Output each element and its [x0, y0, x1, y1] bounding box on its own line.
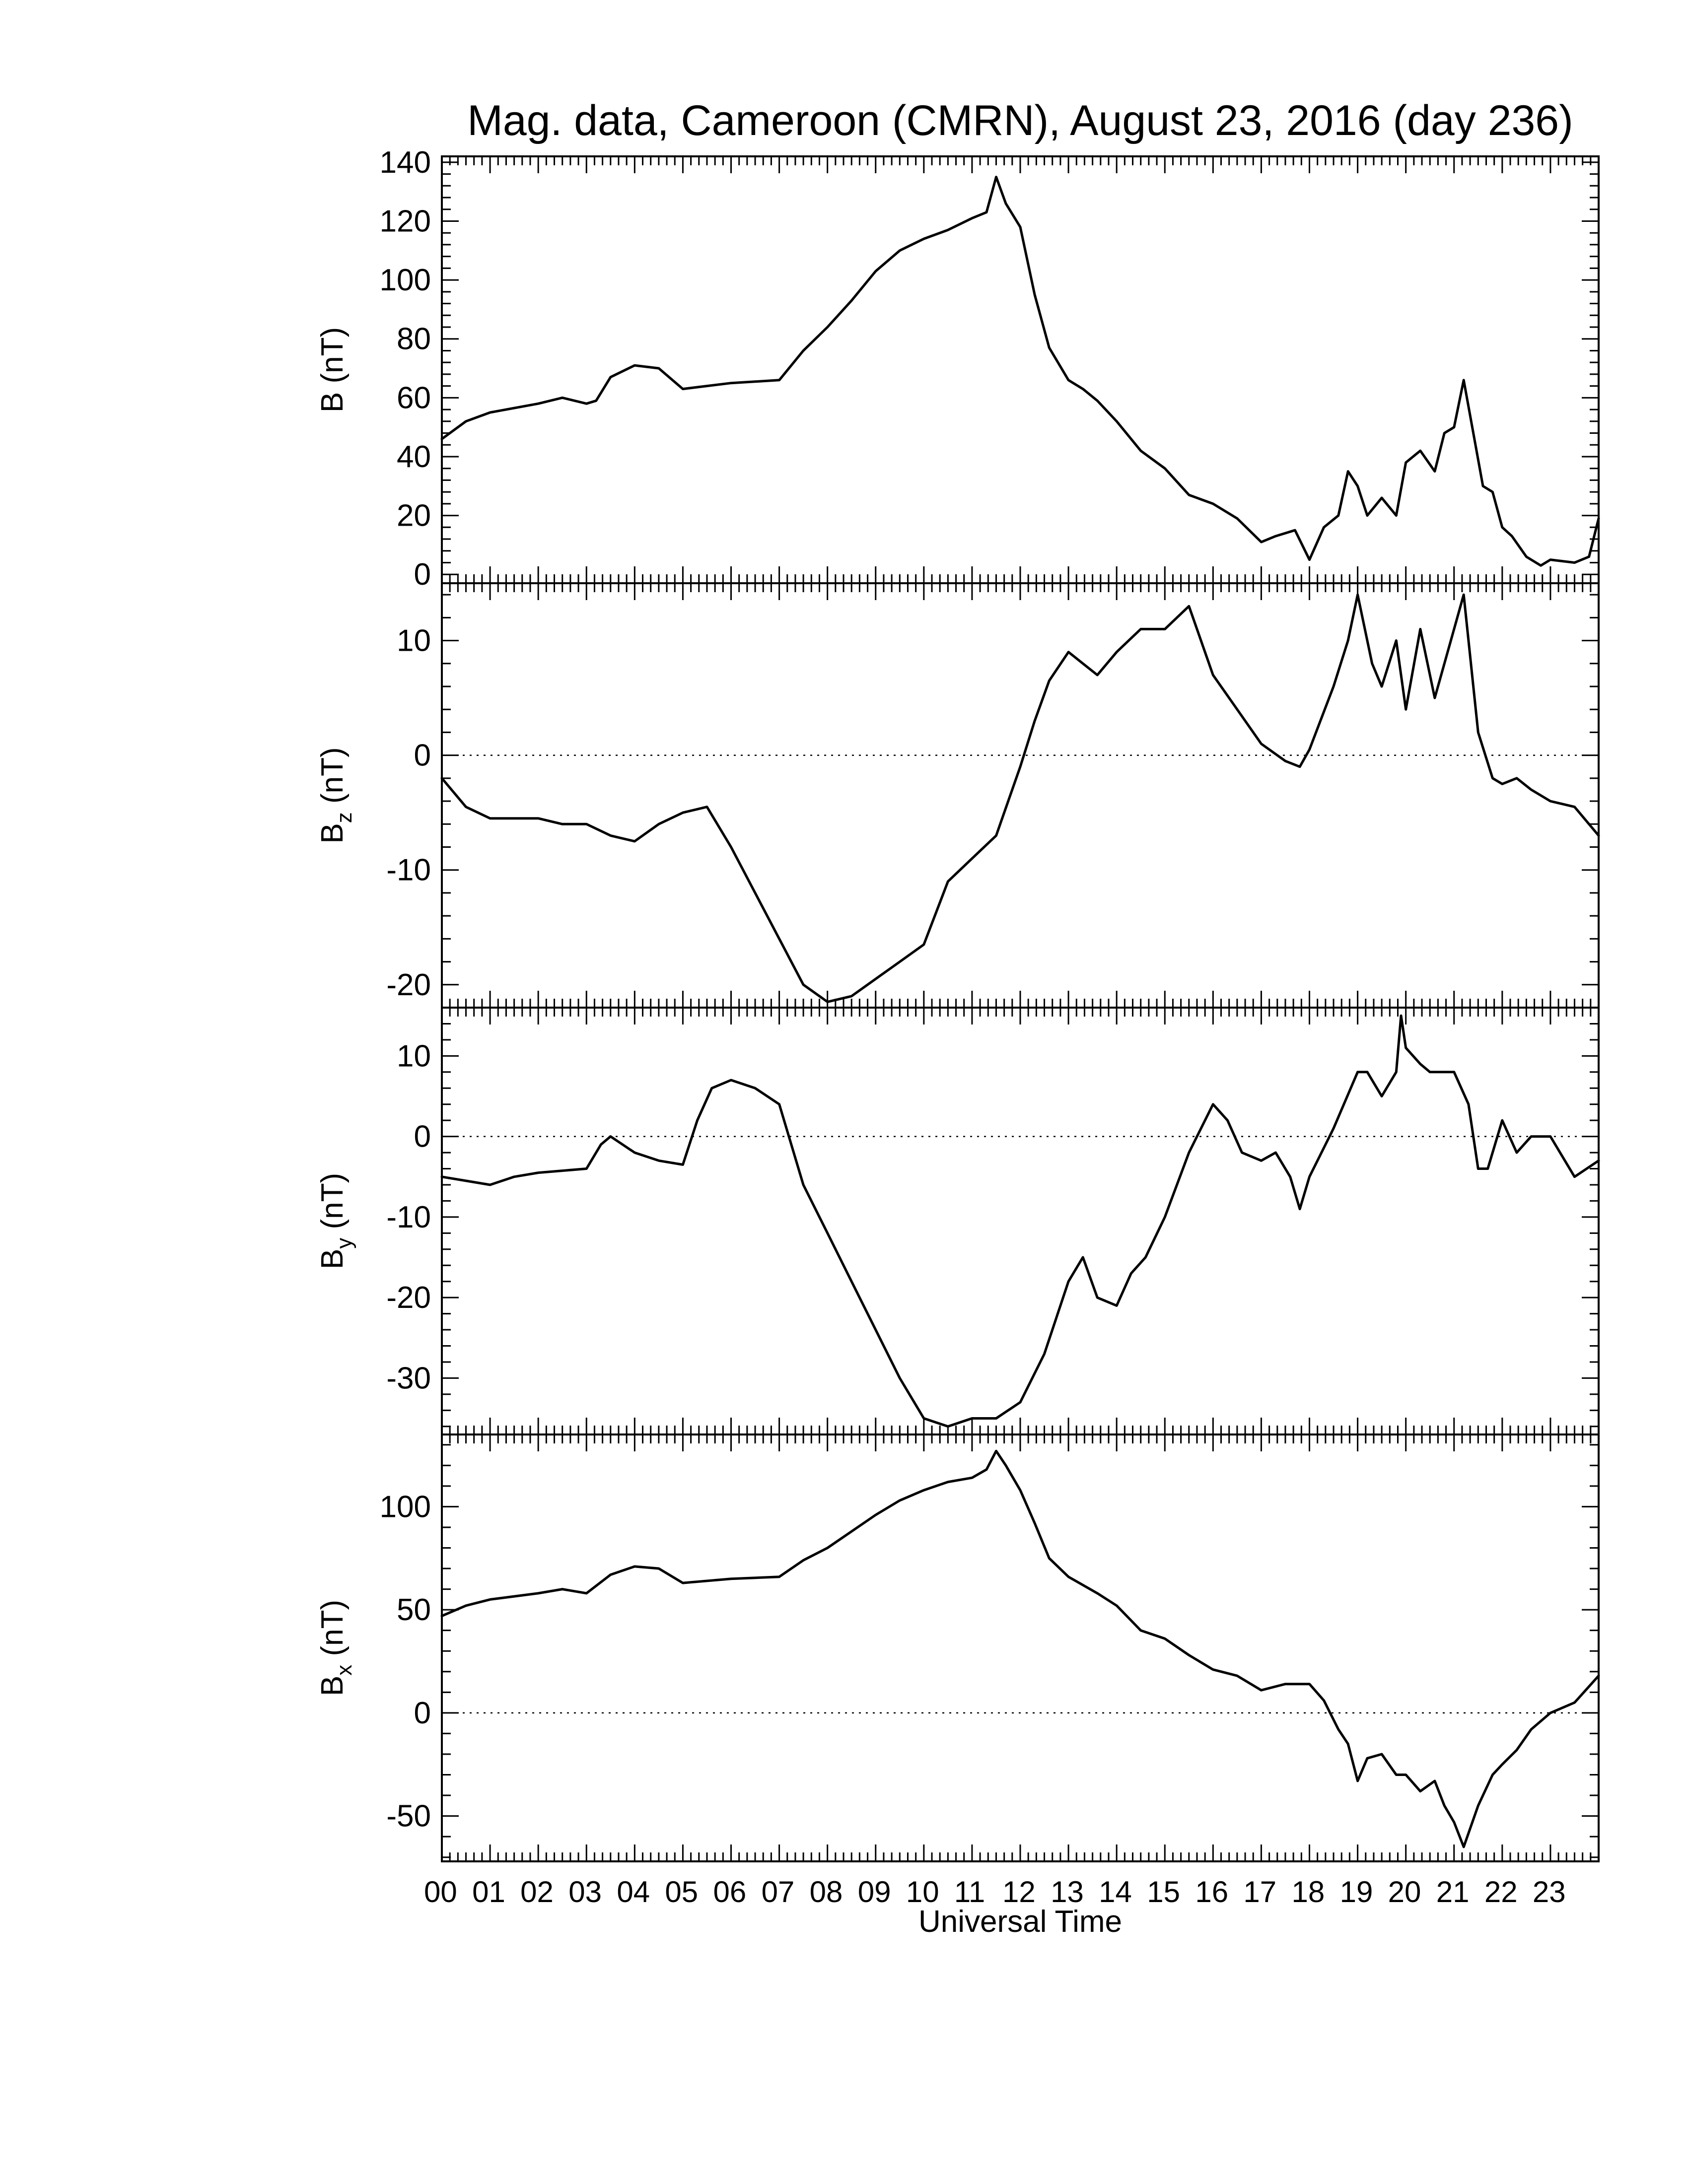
x-tick-label: 10 — [906, 1875, 939, 1909]
y-ticks-B — [442, 161, 1599, 575]
x-ticks-B — [441, 156, 1600, 583]
x-ticks-Bz — [441, 583, 1600, 1008]
x-tick-label: 18 — [1292, 1875, 1325, 1909]
y-axis-label-By: By (nT) — [315, 1173, 356, 1269]
y-tick-label: 0 — [414, 557, 431, 592]
x-tick-label: 00 — [424, 1875, 457, 1909]
y-tick-label: 120 — [380, 204, 431, 238]
x-tick-label: 05 — [665, 1875, 698, 1909]
x-tick-label: 07 — [762, 1875, 795, 1909]
series-line-Bx — [440, 1449, 1600, 1848]
x-tick-label: 04 — [617, 1875, 650, 1909]
x-tick-labels: 00 01 02 03 04 05 06 07 08 09 10 11 12 13 14 15 16 17 18 19… — [424, 1875, 1566, 1909]
y-tick-label: 60 — [397, 381, 431, 415]
y-tick-label: -20 — [386, 1281, 431, 1315]
x-tick-label: 17 — [1243, 1875, 1276, 1909]
x-ticks-Bx — [441, 1434, 1600, 1861]
y-tick-label: 80 — [397, 322, 431, 356]
panel-frame-Bx — [441, 1433, 1600, 1862]
y-tick-label: 140 — [380, 145, 431, 180]
x-tick-label: 19 — [1340, 1875, 1373, 1909]
panel-Bx: -50 0 50 100 Bx (nT) — [315, 1433, 1600, 1862]
y-tick-label: 20 — [397, 499, 431, 533]
y-tick-label: 10 — [397, 624, 431, 658]
y-ticks-Bx — [442, 1444, 1599, 1858]
y-tick-label: 100 — [380, 1490, 431, 1524]
x-tick-label: 14 — [1099, 1875, 1132, 1909]
x-tick-label: 23 — [1533, 1875, 1566, 1909]
y-tick-label: 0 — [414, 739, 431, 773]
y-tick-label: 100 — [380, 263, 431, 297]
x-tick-label: 15 — [1147, 1875, 1180, 1909]
y-tick-label: -50 — [386, 1799, 431, 1834]
x-tick-label: 21 — [1436, 1875, 1470, 1909]
series-line-By — [440, 1014, 1600, 1428]
y-tick-label: 0 — [414, 1120, 431, 1154]
x-ticks-By — [441, 1008, 1600, 1434]
y-axis-label-Bz: Bz (nT) — [315, 747, 356, 843]
y-tick-label: 0 — [414, 1696, 431, 1730]
x-tick-label: 01 — [472, 1875, 505, 1909]
y-ticks-By — [442, 1007, 1599, 1428]
y-tick-label: -30 — [386, 1361, 431, 1395]
panel-frame-B — [441, 155, 1600, 584]
x-tick-label: 22 — [1484, 1875, 1518, 1909]
series-line-Bz — [440, 593, 1600, 1003]
y-axis-label-Bx: Bx (nT) — [315, 1600, 356, 1696]
chart-title: Mag. data, Cameroon (CMRN), August 23, 2… — [467, 97, 1573, 144]
panel-By: -30 -20 -10 0 10 By (nT) — [315, 1007, 1600, 1435]
x-tick-label: 13 — [1051, 1875, 1084, 1909]
panel-Bz: -20 -10 0 10 Bz (nT) — [315, 582, 1600, 1009]
y-tick-label: -10 — [386, 853, 431, 887]
x-tick-label: 09 — [858, 1875, 891, 1909]
y-tick-label: 10 — [397, 1039, 431, 1073]
panel-B: 0 20 40 60 80 100 120 140 B (nT) — [315, 145, 1600, 592]
y-tick-label: -10 — [386, 1200, 431, 1234]
y-tick-label: 50 — [397, 1593, 431, 1627]
y-axis-label-B: B (nT) — [315, 327, 350, 412]
y-tick-label: -20 — [386, 968, 431, 1002]
x-tick-label: 16 — [1195, 1875, 1228, 1909]
x-tick-label: 08 — [810, 1875, 843, 1909]
y-tick-label: 40 — [397, 440, 431, 474]
x-tick-label: 11 — [954, 1875, 985, 1909]
panel-frame-By — [441, 1007, 1600, 1435]
x-tick-label: 02 — [520, 1875, 554, 1909]
x-tick-label: 20 — [1388, 1875, 1421, 1909]
x-axis-label: Universal Time — [918, 1905, 1122, 1939]
x-tick-label: 03 — [568, 1875, 602, 1909]
x-tick-label: 12 — [1002, 1875, 1036, 1909]
x-tick-label: 06 — [713, 1875, 747, 1909]
series-line-B — [440, 176, 1600, 567]
